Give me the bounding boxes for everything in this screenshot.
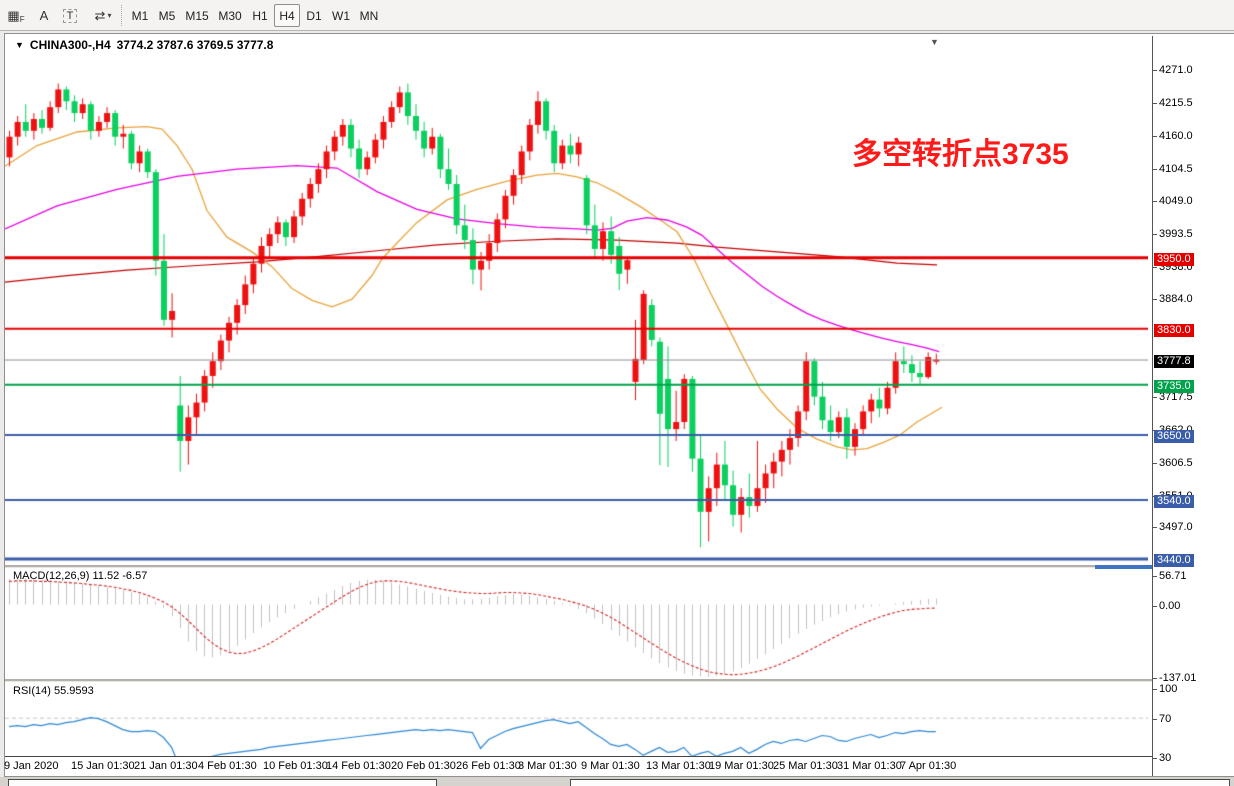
price-level-badge: 3540.0: [1154, 495, 1194, 509]
price-axis-tick: 4215.5: [1153, 96, 1193, 109]
price-axis-tick: 3717.5: [1153, 391, 1193, 404]
time-axis-label: 10 Feb 01:30: [263, 760, 328, 772]
toolbar: ▦ F A T ⇄ ▾ M1 M5 M15 M30 H1 H4 D1 W1 MN: [0, 0, 1234, 31]
arrow-label-icon[interactable]: A: [39, 8, 49, 23]
time-axis-label: 31 Mar 01:30: [837, 760, 902, 772]
time-axis-label: 9 Mar 01:30: [581, 760, 640, 772]
time-axis-label: 14 Feb 01:30: [326, 760, 391, 772]
rsi-axis-tick: 100: [1152, 683, 1178, 695]
price-level-badge: 3650.0: [1154, 430, 1194, 444]
time-axis-label: 9 Jan 2020: [4, 760, 59, 772]
price-axis-tick: 4160.0: [1153, 129, 1193, 142]
grid-f-icon[interactable]: ▦ F: [7, 7, 25, 25]
rsi-axis-tick: 30: [1152, 752, 1172, 765]
price-level-badge: 3830.0: [1154, 323, 1194, 337]
price-level-badge: 3950.0: [1154, 252, 1194, 266]
time-axis-label: 15 Jan 01:30: [71, 760, 135, 772]
time-axis-label: 13 Mar 01:30: [646, 760, 711, 772]
ohlc-values: 3774.2 3787.6 3769.5 3777.8: [116, 38, 274, 52]
docked-window-edge[interactable]: [8, 779, 437, 786]
chart-title: ▼ CHINA300-,H4 3774.2 3787.6 3769.5 3777…: [15, 38, 273, 52]
macd-axis-tick: 0.00: [1152, 599, 1181, 612]
time-axis-label: 21 Jan 01:30: [134, 760, 198, 772]
symbol-label: CHINA300-,H4: [29, 38, 111, 52]
price-axis-tick: 4271.0: [1153, 64, 1193, 77]
time-axis-label: 3 Mar 01:30: [518, 760, 577, 772]
macd-canvas[interactable]: [5, 568, 1148, 679]
timeframe-button-m5[interactable]: M5: [158, 8, 176, 23]
price-axis-tick: 3884.0: [1153, 292, 1193, 305]
bottom-window-strip: [0, 777, 1234, 786]
price-chart-canvas[interactable]: [5, 67, 1148, 565]
price-axis-tick: 3497.0: [1153, 521, 1193, 534]
price-axis-tick: 4104.5: [1153, 162, 1193, 175]
pane-splitter[interactable]: [5, 565, 1234, 568]
timeframe-button-h4[interactable]: H4: [274, 4, 300, 27]
time-axis: 9 Jan 2020 15 Jan 01:30 21 Jan 01:30 4 Feb …: [4, 756, 1152, 776]
timeframe-button-mn[interactable]: MN: [359, 8, 379, 23]
time-axis-label: 4 Feb 01:30: [198, 760, 257, 772]
price-level-badge: 3777.8: [1154, 354, 1194, 368]
price-axis-column[interactable]: 4271.0 4215.5 4160.0 4104.5 4049.0 3993.5 3938…: [1152, 36, 1234, 786]
timeframe-button-m1[interactable]: M1: [131, 8, 149, 23]
chart-window: ▼ CHINA300-,H4 3774.2 3787.6 3769.5 3777…: [4, 33, 1234, 786]
cursor-modes-icon[interactable]: ⇄ ▾: [94, 7, 112, 23]
time-axis-label: 20 Feb 01:30: [391, 760, 456, 772]
timeframe-button-w1[interactable]: W1: [332, 8, 350, 23]
toolbar-separator: [121, 5, 124, 26]
chevron-down-icon: ▾: [107, 11, 112, 20]
text-label-icon[interactable]: T: [58, 4, 82, 27]
price-axis-tick: 3606.5: [1153, 456, 1193, 469]
time-axis-label: 26 Feb 01:30: [456, 760, 521, 772]
time-axis-label: 19 Mar 01:30: [709, 760, 774, 772]
pane-splitter[interactable]: [5, 679, 1234, 682]
macd-axis-tick: 56.71: [1153, 569, 1187, 582]
docked-window-edge[interactable]: [570, 779, 1230, 786]
timeframe-button-m15[interactable]: M15: [185, 8, 209, 23]
time-axis-label: 7 Apr 01:30: [900, 760, 957, 772]
macd-axis-tick: -137.01: [1152, 671, 1197, 684]
price-axis-tick: 4049.0: [1153, 195, 1193, 208]
timeframe-button-d1[interactable]: D1: [306, 8, 322, 23]
price-level-badge: 3440.0: [1154, 554, 1194, 568]
rsi-axis-tick: 70: [1152, 712, 1172, 725]
price-axis-tick: 3993.5: [1153, 228, 1193, 241]
symbol-caret-icon[interactable]: ▼: [15, 40, 24, 50]
time-axis-label: 25 Mar 01:30: [773, 760, 838, 772]
price-level-badge: 3735.0: [1154, 379, 1194, 393]
chart-shift-marker-icon[interactable]: ▼: [930, 37, 939, 47]
timeframe-button-m30[interactable]: M30: [218, 8, 242, 23]
timeframe-button-h1[interactable]: H1: [252, 8, 268, 23]
